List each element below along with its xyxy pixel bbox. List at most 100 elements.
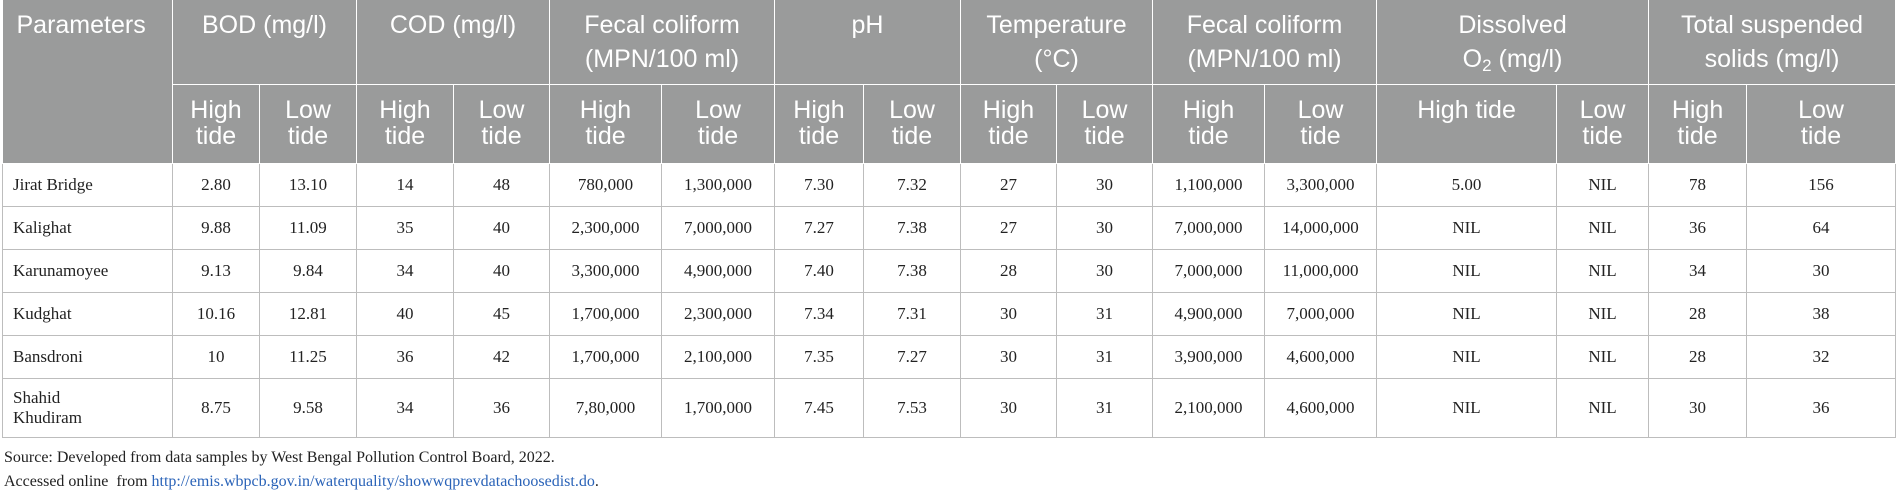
cell-bod-low: 11.09: [259, 206, 357, 250]
cell-do-high: NIL: [1376, 292, 1558, 336]
cell-bod-low: 12.81: [259, 292, 357, 336]
cell-fecal2-high: 2,100,000: [1152, 378, 1266, 438]
cell-tss-high: 36: [1648, 206, 1748, 250]
header-fecal-coliform-1-line2: (MPN/100 ml): [584, 45, 740, 73]
header-temperature-line1: Temperature: [986, 11, 1127, 39]
header-do-unit: (mg/l): [1491, 45, 1563, 73]
cell-fecal2-low: 4,600,000: [1264, 378, 1378, 438]
subheader-low: Low: [285, 96, 331, 124]
cell-location: Bansdroni: [2, 335, 173, 379]
subheader-tide: tide: [1188, 122, 1229, 150]
source-link[interactable]: http://emis.wbpcb.gov.in/waterquality/sh…: [151, 473, 595, 490]
cell-bod-low: 9.84: [259, 249, 357, 293]
cell-fecal1-low: 1,700,000: [661, 378, 776, 438]
cell-fecal1-high: 1,700,000: [549, 335, 663, 379]
subheader-tide: tide: [1800, 122, 1842, 150]
table-row: Shahid Khudiram 8.75 9.58 34 36 7,80,000…: [2, 378, 1897, 438]
subheader-low-tide: Low tide: [1056, 84, 1154, 164]
subheader-tide: tide: [287, 122, 329, 150]
header-fecal-coliform-2-line1: Fecal coliform: [1186, 11, 1343, 39]
subheader-tide: tide: [585, 122, 626, 150]
subheader-tide: tide: [697, 122, 739, 150]
cell-ph-high: 7.27: [774, 206, 865, 250]
cell-fecal2-low: 11,000,000: [1264, 249, 1378, 293]
subheader-low-tide: Low tide: [259, 84, 357, 164]
cell-fecal2-high: 7,000,000: [1152, 249, 1266, 293]
subheader-high-tide: High tide: [549, 84, 663, 164]
cell-fecal1-high: 1,700,000: [549, 292, 663, 336]
cell-cod-high: 35: [356, 206, 454, 250]
cell-location: Kalighat: [2, 206, 173, 250]
subheader-low-tide: Low tide: [863, 84, 962, 164]
cell-fecal2-low: 7,000,000: [1264, 292, 1378, 336]
cell-do-high: NIL: [1376, 378, 1558, 438]
subheader-tide: tide: [1084, 122, 1125, 150]
header-tss-line1: Total suspended: [1680, 11, 1864, 39]
cell-cod-high: 34: [356, 378, 454, 438]
subheader-low: Low: [478, 96, 525, 124]
table-row: Bansdroni 10 11.25 36 42 1,700,000 2,100…: [2, 335, 1897, 379]
table-row: Karunamoyee 9.13 9.84 34 40 3,300,000 4,…: [2, 249, 1897, 293]
subheader-low: Low: [695, 96, 741, 124]
cell-cod-low: 45: [452, 292, 551, 336]
subheader-high-tide: High tide: [960, 84, 1058, 164]
cell-do-low: NIL: [1556, 335, 1650, 379]
accessed-prefix: Accessed online from: [4, 473, 152, 490]
cell-cod-high: 34: [356, 249, 454, 293]
subheader-low: Low: [889, 96, 935, 124]
table-row: Kudghat 10.16 12.81 40 45 1,700,000 2,30…: [2, 292, 1897, 336]
cell-fecal1-high: 780,000: [549, 163, 663, 207]
header-temperature: Temperature (°C): [960, 0, 1154, 85]
subheader-low-tide: Low tide: [661, 84, 776, 164]
cell-location-line1: Shahid: [13, 388, 61, 407]
table-row: Jirat Bridge 2.80 13.10 14 48 780,000 1,…: [2, 163, 1897, 207]
cell-bod-high: 10.16: [172, 292, 260, 336]
header-parameters: Parameters: [2, 0, 173, 164]
cell-cod-low: 40: [452, 206, 551, 250]
subheader-high: High: [379, 96, 431, 124]
subheader-tide: tide: [384, 122, 426, 150]
cell-temp-high: 30: [960, 378, 1058, 438]
subheader-high: High: [1671, 96, 1724, 124]
header-fecal-coliform-1-line1: Fecal coliform: [584, 11, 740, 39]
subheader-high-tide: High tide: [172, 84, 260, 164]
header-tss-line2: solids (mg/l): [1704, 45, 1840, 73]
cell-do-high: NIL: [1376, 249, 1558, 293]
header-ph: pH: [774, 0, 962, 85]
cell-temp-high: 27: [960, 206, 1058, 250]
cell-temp-high: 30: [960, 335, 1058, 379]
table-notes: Source: Developed from data samples by W…: [4, 446, 599, 494]
cell-fecal1-low: 2,300,000: [661, 292, 776, 336]
cell-bod-high: 2.80: [172, 163, 260, 207]
cell-tss-low: 38: [1746, 292, 1897, 336]
header-temperature-line2: (°C): [1034, 45, 1079, 73]
cell-tss-low: 32: [1746, 335, 1897, 379]
cell-location-line2: Khudiram: [13, 408, 82, 427]
cell-bod-high: 8.75: [172, 378, 260, 438]
cell-fecal1-high: 7,80,000: [549, 378, 663, 438]
cell-bod-high: 9.13: [172, 249, 260, 293]
cell-fecal2-high: 3,900,000: [1152, 335, 1266, 379]
cell-ph-low: 7.53: [863, 378, 962, 438]
subheader-low-tide: Low tide: [453, 84, 551, 164]
cell-cod-high: 40: [356, 292, 454, 336]
cell-tss-high: 30: [1648, 378, 1748, 438]
cell-fecal2-low: 14,000,000: [1264, 206, 1378, 250]
header-cod: COD (mg/l): [356, 0, 551, 85]
cell-fecal1-low: 7,000,000: [661, 206, 776, 250]
cell-tss-low: 64: [1746, 206, 1897, 250]
subheader-tide: tide: [195, 122, 237, 150]
subheader-tide: tide: [891, 122, 933, 150]
cell-location: Shahid Khudiram: [2, 378, 173, 438]
cell-fecal2-low: 3,300,000: [1264, 163, 1378, 207]
cell-ph-low: 7.31: [863, 292, 962, 336]
accessed-note: Accessed online from http://emis.wbpcb.g…: [4, 470, 599, 494]
header-row-2: High tide Low tide High tide Low tide High ti…: [3, 84, 1897, 164]
header-dissolved-oxygen: Dissolved O2 (mg/l): [1376, 0, 1650, 85]
cell-bod-low: 11.25: [259, 335, 357, 379]
cell-cod-low: 48: [452, 163, 551, 207]
header-do-o: O: [1462, 45, 1483, 73]
cell-tss-low: 36: [1746, 378, 1897, 438]
cell-temp-high: 28: [960, 249, 1058, 293]
subheader-high: High: [190, 96, 242, 124]
